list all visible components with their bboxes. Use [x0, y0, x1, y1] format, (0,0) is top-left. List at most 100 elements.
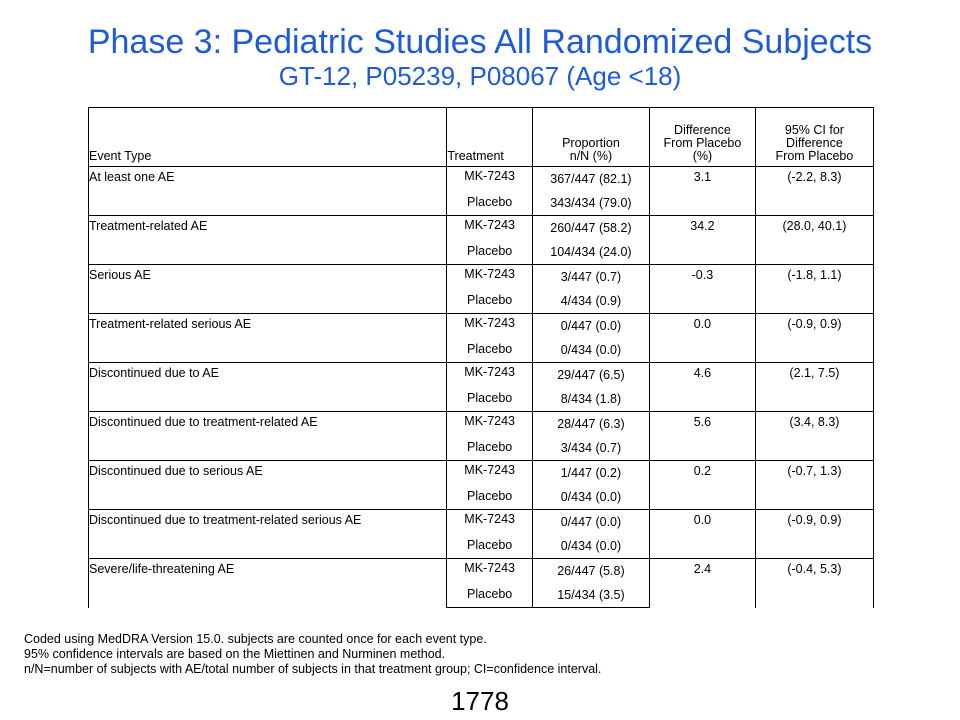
event-type-cell: Treatment-related AE — [87, 215, 448, 265]
proportion-cell: 4/434 (0.9) — [531, 289, 650, 314]
header-ci-line1: 95% CI for — [784, 123, 844, 137]
difference-value: 2.4 — [693, 562, 712, 576]
difference-value: 3.1 — [693, 170, 712, 184]
treatment-cell: Placebo — [446, 387, 533, 412]
slide-title: Phase 3: Pediatric Studies All Randomize… — [87, 23, 873, 61]
footnote-line: Coded using MedDRA Version 15.0. subject… — [24, 632, 487, 646]
difference-cell: 4.6 — [648, 362, 756, 412]
difference-value: 4.6 — [693, 366, 712, 380]
treatment-cell: MK-7243 — [446, 460, 533, 485]
difference-value: 5.6 — [693, 415, 712, 429]
proportion-cell: 1/447 (0.2) — [531, 460, 650, 485]
table-row: At least one AE MK-7243 367/447 (82.1) 3.1 (… — [87, 166, 875, 216]
event-type-label: Discontinued due to treatment-related AE — [89, 415, 318, 429]
table-row: Discontinued due to serious AE MK-7243 1/4… — [87, 460, 875, 510]
treatment-cell: Placebo — [446, 338, 533, 363]
difference-value: 34.2 — [690, 219, 715, 233]
table-row: Placebo 0/434 (0.0) — [89, 338, 874, 363]
ci-cell: (-1.8, 1.1) — [754, 264, 875, 314]
treatment-cell: Placebo — [446, 191, 533, 216]
table-row: Placebo 343/434 (79.0) — [89, 191, 874, 216]
event-type-cell: At least one AE — [87, 166, 448, 216]
event-type-label: Treatment-related serious AE — [89, 317, 252, 331]
table-row: Placebo 0/434 (0.0) — [89, 534, 874, 559]
footnote-line: n/N=number of subjects with AE/total num… — [24, 662, 602, 676]
difference-value: -0.3 — [691, 268, 714, 282]
treatment-cell: Placebo — [446, 240, 533, 265]
event-type-cell: Serious AE — [87, 264, 448, 314]
ci-cell: (-0.4, 5.3) — [754, 558, 875, 608]
proportion-cell: 367/447 (82.1) — [531, 166, 650, 191]
treatment-cell: MK-7243 — [446, 558, 533, 583]
difference-cell: 5.6 — [648, 411, 756, 461]
event-type-label: Serious AE — [89, 268, 151, 282]
difference-cell: 3.1 — [648, 166, 756, 216]
treatment-cell: MK-7243 — [446, 509, 533, 534]
event-type-cell: Treatment-related serious AE — [87, 313, 448, 363]
header-ci-line3: From Placebo — [775, 149, 854, 163]
event-type-cell: Discontinued due to AE — [87, 362, 448, 412]
proportion-cell: 0/434 (0.0) — [531, 338, 650, 363]
proportion-cell: 28/447 (6.3) — [531, 411, 650, 436]
table-row: Serious AE MK-7243 3/447 (0.7) -0.3 (-1.8, 1… — [87, 264, 875, 314]
slide-subtitle: GT-12, P05239, P08067 (Age <18) — [278, 61, 682, 91]
treatment-cell: MK-7243 — [446, 313, 533, 338]
proportion-cell: 0/434 (0.0) — [531, 534, 650, 559]
table-row: Treatment-related serious AE MK-7243 0/447… — [87, 313, 875, 363]
ci-value: (-0.9, 0.9) — [787, 513, 842, 527]
difference-value: 0.2 — [693, 464, 712, 478]
header-proportion-line2: n/N (%) — [569, 149, 613, 163]
event-type-label: Discontinued due to AE — [89, 366, 219, 380]
proportion-cell: 343/434 (79.0) — [531, 191, 650, 216]
ci-cell: (2.1, 7.5) — [754, 362, 875, 412]
event-type-cell: Discontinued due to treatment-related se… — [87, 509, 448, 559]
proportion-cell: 104/434 (24.0) — [531, 240, 650, 265]
ci-cell: (-0.9, 0.9) — [754, 313, 875, 363]
ci-value: (-1.8, 1.1) — [787, 268, 842, 282]
ci-value: (-0.9, 0.9) — [787, 317, 842, 331]
header-difference: Difference From Placebo (%) — [648, 107, 756, 167]
ci-value: (-2.2, 8.3) — [787, 170, 842, 184]
header-proportion: Proportion n/N (%) — [531, 107, 650, 167]
difference-cell: 0.0 — [648, 313, 756, 363]
proportion-cell: 29/447 (6.5) — [531, 362, 650, 387]
difference-value: 0.0 — [693, 317, 712, 331]
treatment-cell: MK-7243 — [446, 411, 533, 436]
treatment-cell: MK-7243 — [446, 215, 533, 240]
header-difference-line1: Difference — [674, 123, 731, 137]
proportion-cell: 0/434 (0.0) — [531, 485, 650, 510]
ci-value: (2.1, 7.5) — [789, 366, 840, 380]
treatment-cell: MK-7243 — [446, 264, 533, 289]
event-type-cell: Discontinued due to treatment-related AE — [87, 411, 448, 461]
treatment-cell: MK-7243 — [446, 166, 533, 191]
difference-cell: 0.2 — [648, 460, 756, 510]
header-event-type: Event Type — [87, 107, 448, 167]
proportion-cell: 8/434 (1.8) — [531, 387, 650, 412]
proportion-cell: 0/447 (0.0) — [531, 313, 650, 338]
difference-value: 0.0 — [693, 513, 712, 527]
proportion-cell: 26/447 (5.8) — [531, 558, 650, 583]
adverse-events-table: Event Type Treatment Proportion n/N (%) … — [87, 107, 875, 608]
difference-cell: 34.2 — [648, 215, 756, 265]
ci-value: (3.4, 8.3) — [789, 415, 840, 429]
header-ci-line2: Difference — [786, 136, 843, 150]
footnote-line: 95% confidence intervals are based on th… — [24, 647, 446, 661]
treatment-cell: MK-7243 — [446, 362, 533, 387]
header-ci: 95% CI for Difference From Placebo — [754, 107, 875, 167]
event-type-cell: Discontinued due to serious AE — [87, 460, 448, 510]
footnotes: Coded using MedDRA Version 15.0. subject… — [24, 632, 601, 677]
ci-value: (28.0, 40.1) — [782, 219, 847, 233]
header-difference-line3: (%) — [692, 149, 713, 163]
treatment-cell: Placebo — [446, 289, 533, 314]
table-row: Severe/life-threatening AE MK-7243 26/447 … — [87, 558, 875, 608]
treatment-cell: Placebo — [446, 485, 533, 510]
treatment-cell: Placebo — [446, 583, 533, 608]
proportion-cell: 260/447 (58.2) — [531, 215, 650, 240]
event-type-cell: Severe/life-threatening AE — [87, 558, 448, 608]
event-type-label: At least one AE — [89, 170, 175, 184]
table-row: Placebo 15/434 (3.5) — [89, 583, 874, 608]
table-row: Placebo 0/434 (0.0) — [89, 485, 874, 510]
table-header-row: Event Type Treatment Proportion n/N (%) … — [87, 107, 875, 167]
event-type-label: Discontinued due to serious AE — [89, 464, 263, 478]
header-treatment: Treatment — [446, 107, 533, 167]
